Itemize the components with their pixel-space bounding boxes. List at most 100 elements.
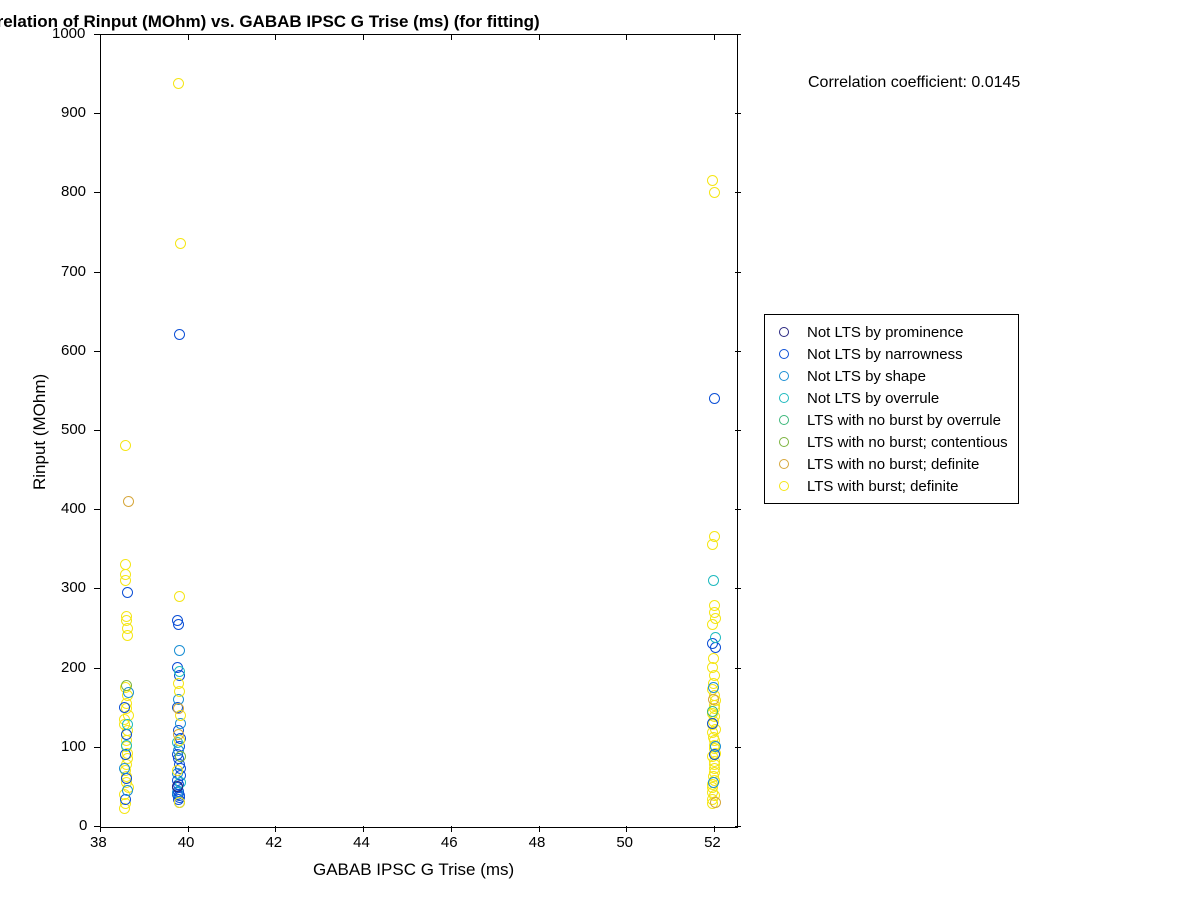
y-tick-label: 600 [61, 342, 86, 359]
y-tick [94, 826, 100, 827]
y-tick [94, 272, 100, 273]
scatter-marker [172, 765, 183, 776]
y-tick [735, 588, 741, 589]
x-tick-label: 42 [265, 834, 282, 851]
y-tick-label: 400 [61, 500, 86, 517]
scatter-marker [708, 694, 719, 705]
scatter-marker [710, 741, 721, 752]
correlation-coefficient-text: Correlation coefficient: 0.0145 [808, 74, 1020, 92]
legend-marker-icon [779, 459, 789, 469]
legend-label: LTS with no burst; definite [807, 456, 979, 473]
y-tick [94, 588, 100, 589]
scatter-marker [172, 615, 183, 626]
x-tick [451, 826, 452, 832]
y-tick-label: 500 [61, 421, 86, 438]
scatter-marker [120, 569, 131, 580]
x-tick [626, 826, 627, 832]
plot-area [100, 34, 738, 828]
y-axis-label: Rinput (MOhm) [30, 374, 50, 490]
scatter-marker [709, 600, 720, 611]
legend-item: Not LTS by shape [775, 365, 1008, 387]
scatter-marker [707, 706, 718, 717]
x-tick [188, 826, 189, 832]
y-tick [94, 192, 100, 193]
scatter-marker [122, 587, 133, 598]
y-tick-label: 900 [61, 104, 86, 121]
y-tick [735, 351, 741, 352]
x-tick-label: 48 [529, 834, 546, 851]
x-axis-label: GABAB IPSC G Trise (ms) [313, 860, 514, 880]
y-tick-label: 700 [61, 263, 86, 280]
y-tick-label: 0 [79, 817, 87, 834]
y-tick-label: 800 [61, 183, 86, 200]
legend-marker-icon [779, 371, 789, 381]
y-tick [94, 747, 100, 748]
y-tick [94, 509, 100, 510]
legend-item: Not LTS by narrowness [775, 343, 1008, 365]
legend-label: Not LTS by overrule [807, 390, 939, 407]
scatter-marker [708, 653, 719, 664]
y-tick [735, 34, 741, 35]
y-tick [94, 430, 100, 431]
scatter-marker [123, 496, 134, 507]
scatter-marker [174, 645, 185, 656]
x-tick-label: 46 [441, 834, 458, 851]
x-tick [275, 826, 276, 832]
legend-marker-icon [779, 327, 789, 337]
y-tick [735, 747, 741, 748]
x-tick-label: 52 [704, 834, 721, 851]
y-tick [735, 509, 741, 510]
scatter-marker [707, 175, 718, 186]
scatter-marker [709, 393, 720, 404]
legend-item: LTS with burst; definite [775, 475, 1008, 497]
x-tick [363, 826, 364, 832]
legend: Not LTS by prominence Not LTS by narrowne… [764, 314, 1019, 504]
x-tick-label: 38 [90, 834, 107, 851]
legend-item: LTS with no burst; contentious [775, 431, 1008, 453]
scatter-marker [708, 777, 719, 788]
y-tick [94, 351, 100, 352]
y-tick [735, 272, 741, 273]
x-tick [451, 34, 452, 40]
scatter-marker [174, 591, 185, 602]
legend-item: LTS with no burst; definite [775, 453, 1008, 475]
legend-item: Not LTS by overrule [775, 387, 1008, 409]
scatter-marker [121, 611, 132, 622]
scatter-marker [708, 575, 719, 586]
scatter-marker [121, 740, 132, 751]
x-tick [714, 826, 715, 832]
x-tick [100, 826, 101, 832]
scatter-marker [707, 718, 718, 729]
scatter-marker [710, 797, 721, 808]
x-tick [539, 826, 540, 832]
legend-label: LTS with no burst; contentious [807, 434, 1008, 451]
legend-marker-icon [779, 349, 789, 359]
legend-marker-icon [779, 481, 789, 491]
y-tick [94, 113, 100, 114]
y-tick-label: 200 [61, 659, 86, 676]
scatter-marker [119, 702, 130, 713]
x-tick [188, 34, 189, 40]
legend-label: LTS with no burst by overrule [807, 412, 1001, 429]
legend-marker-icon [779, 437, 789, 447]
x-tick-label: 40 [178, 834, 195, 851]
legend-label: Not LTS by prominence [807, 324, 963, 341]
legend-item: Not LTS by prominence [775, 321, 1008, 343]
scatter-marker [121, 680, 132, 691]
legend-marker-icon [779, 393, 789, 403]
y-tick-label: 100 [61, 738, 86, 755]
x-tick-label: 44 [353, 834, 370, 851]
x-tick [539, 34, 540, 40]
scatter-marker [709, 187, 720, 198]
x-tick-label: 50 [616, 834, 633, 851]
y-tick [735, 668, 741, 669]
y-tick [735, 430, 741, 431]
y-tick [735, 826, 741, 827]
x-tick [100, 34, 101, 40]
y-tick [735, 192, 741, 193]
legend-item: LTS with no burst by overrule [775, 409, 1008, 431]
scatter-marker [122, 785, 133, 796]
scatter-marker [121, 773, 132, 784]
y-tick-label: 1000 [52, 25, 85, 42]
y-tick [735, 113, 741, 114]
